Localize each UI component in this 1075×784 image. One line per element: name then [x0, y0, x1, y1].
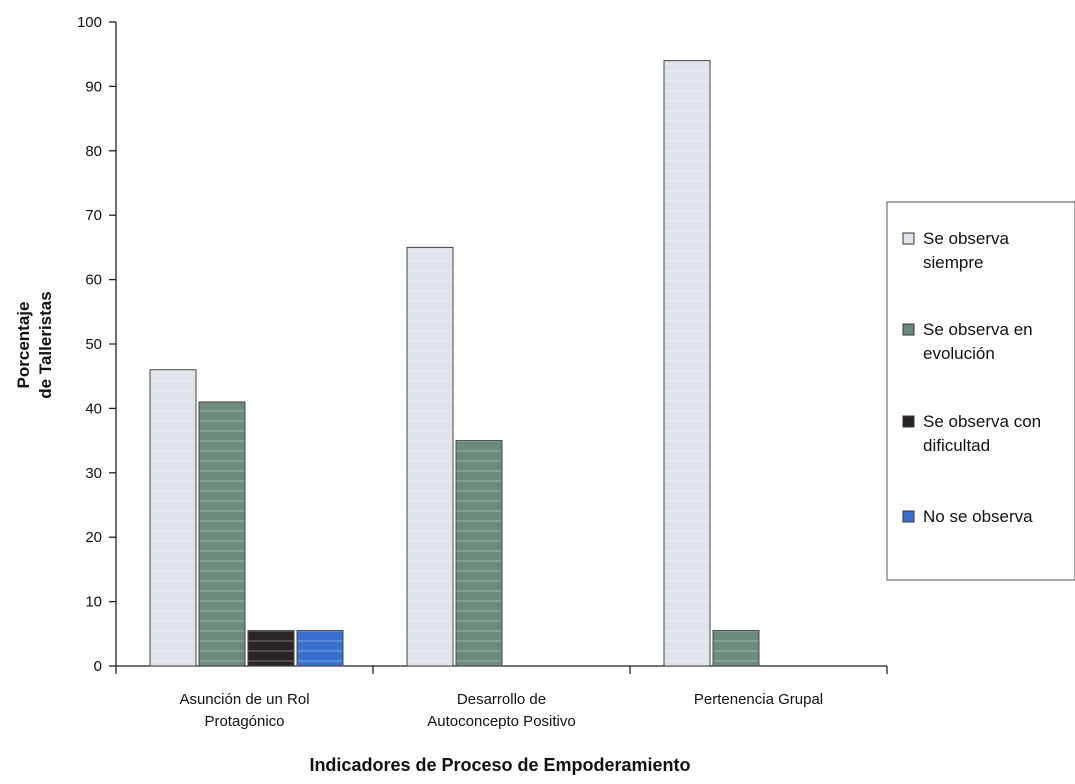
y-tick-label: 100 — [77, 14, 102, 31]
legend-swatch — [902, 323, 915, 336]
legend-label-line: Se observa — [923, 229, 1010, 248]
y-axis-title-line: Porcentaje — [14, 302, 33, 389]
bar — [663, 60, 711, 667]
bar — [296, 630, 344, 667]
bar — [247, 630, 295, 667]
labels: 0 10 20 30 40 50 60 70 80 90 100 Asunción de un Rol… — [14, 14, 823, 775]
legend-label: No se observa — [923, 507, 1033, 526]
bar — [149, 369, 197, 667]
legend-swatch — [902, 510, 915, 523]
legend-label-line: dificultad — [923, 436, 990, 455]
legend-label: Se observa siempre — [923, 229, 1010, 272]
legend-label: Se observa en evolución — [923, 320, 1033, 363]
legend-label-line: siempre — [923, 253, 983, 272]
y-axis-title: Porcentaje de Talleristas — [14, 291, 55, 398]
legend-box — [886, 201, 1075, 581]
x-tick-label-line: Protagónico — [204, 713, 284, 730]
x-tick-label: Asunción de un Rol Protagónico — [179, 691, 309, 730]
y-tick-label: 90 — [85, 78, 102, 95]
y-tick-label: 0 — [94, 658, 102, 675]
y-tick-label: 10 — [85, 594, 102, 611]
x-tick-label-line: Pertenencia Grupal — [694, 691, 823, 708]
x-tick-label-line: Desarrollo de — [457, 691, 546, 708]
y-tick-label: 20 — [85, 529, 102, 546]
bar — [198, 401, 246, 667]
legend-swatch — [902, 415, 915, 428]
y-tick-label: 70 — [85, 207, 102, 224]
y-tick-label: 60 — [85, 272, 102, 289]
legend-label: Se observa con dificultad — [923, 412, 1041, 455]
x-tick-label-line: Asunción de un Rol — [179, 691, 309, 708]
bar — [455, 440, 503, 667]
x-axis-title: Indicadores de Proceso de Empoderamiento — [309, 755, 690, 775]
x-tick-label-line: Autoconcepto Positivo — [427, 713, 575, 730]
y-tick-label: 80 — [85, 143, 102, 160]
y-tick-label: 30 — [85, 465, 102, 482]
y-tick-label: 50 — [85, 336, 102, 353]
y-axis-title-line: de Talleristas — [36, 291, 55, 398]
bars — [149, 60, 760, 667]
bar — [406, 246, 454, 667]
x-tick-label: Pertenencia Grupal — [694, 691, 823, 708]
legend-label-line: Se observa en — [923, 320, 1033, 339]
legend-label-line: evolución — [923, 344, 995, 363]
bar — [712, 630, 760, 667]
y-tick-label: 40 — [85, 400, 102, 417]
legend-label-line: No se observa — [923, 507, 1033, 526]
x-tick-label: Desarrollo de Autoconcepto Positivo — [427, 691, 575, 730]
legend-label-line: Se observa con — [923, 412, 1041, 431]
legend-swatch — [902, 232, 915, 245]
